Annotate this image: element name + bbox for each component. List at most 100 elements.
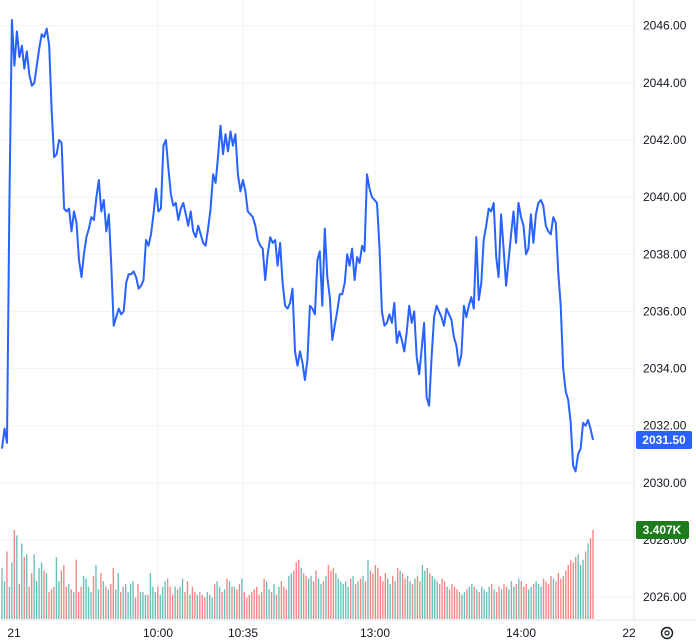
volume-bar (228, 581, 231, 619)
volume-bar (446, 586, 448, 619)
volume-bar (528, 589, 530, 619)
volume-bar (357, 581, 359, 619)
volume-bar (515, 583, 518, 619)
volume-bar (312, 581, 315, 619)
volume-bar (241, 578, 243, 619)
volume-bar (490, 583, 493, 619)
volume-bar (347, 586, 349, 619)
volume-bar (505, 586, 508, 619)
volume-bar (520, 581, 522, 619)
volume-bar (129, 583, 132, 619)
price-line-layer (1, 19, 594, 473)
volume-bar (112, 567, 114, 619)
volume-bar (174, 586, 176, 619)
volume-bar (362, 575, 364, 619)
volume-bar (488, 586, 490, 619)
volume-bar (592, 530, 594, 619)
volume-bar (226, 578, 228, 619)
x-tick-label: 14:00 (506, 626, 536, 640)
volume-bar (137, 583, 139, 619)
volume-bar (448, 589, 451, 619)
volume-bar (243, 592, 246, 619)
volume-bar (53, 586, 55, 619)
y-tick-label: 2040.00 (643, 190, 687, 204)
volume-bar (523, 586, 525, 619)
volume-bar (396, 567, 399, 619)
volume-bar (223, 589, 226, 619)
volume-bar (164, 581, 166, 619)
volume-bar (466, 589, 468, 619)
volume-bar (530, 586, 532, 619)
volume-bar (498, 586, 500, 619)
volume-bar (478, 592, 480, 619)
volume-bar (565, 570, 567, 619)
volume-bar (532, 583, 535, 619)
volume-bar (389, 583, 391, 619)
volume-bar (38, 567, 40, 619)
volume-bar (171, 594, 174, 619)
volume-bar (70, 589, 72, 619)
volume-bar (194, 592, 196, 619)
volume-bar (60, 570, 63, 619)
volume-bar (439, 583, 441, 619)
volume-bar (43, 570, 45, 619)
volume-bar (199, 592, 201, 619)
volume-bar (127, 592, 129, 619)
volume-bar (263, 578, 265, 619)
x-tick-label: 22 (622, 626, 636, 640)
volume-bar (134, 597, 137, 619)
volume-bar (16, 535, 18, 619)
y-tick-label: 2038.00 (643, 247, 687, 261)
volume-bar (555, 581, 557, 619)
volume-bar (552, 578, 555, 619)
volume-bar (473, 586, 475, 619)
volume-bar (139, 592, 142, 619)
volume-bar (80, 586, 82, 619)
volume-bar (589, 538, 592, 619)
volume-bar (540, 586, 542, 619)
time-axis[interactable]: 21 10:00 10:35 13:00 14:00 22 (7, 626, 636, 640)
volume-bar (560, 578, 562, 619)
volume-bar (233, 586, 236, 619)
volume-bar (221, 592, 223, 619)
volume-bar (320, 583, 322, 619)
volume-bar (307, 578, 310, 619)
volume-bar (154, 592, 156, 619)
volume-bar (149, 573, 152, 619)
settings-icon[interactable] (660, 626, 674, 640)
volume-bar (238, 583, 241, 619)
volume-bar (231, 586, 233, 619)
volume-bar (92, 575, 95, 619)
price-axis[interactable]: 2026.002028.002030.002032.002034.002036.… (643, 19, 687, 604)
volume-bar (537, 583, 540, 619)
volume-bar (293, 570, 295, 619)
volume-bar (550, 575, 552, 619)
volume-bar (186, 581, 189, 619)
volume-bar (246, 597, 248, 619)
volume-bar (3, 581, 6, 619)
volume-bar (374, 565, 377, 619)
volume-bar (270, 592, 273, 619)
y-tick-label: 2026.00 (643, 590, 687, 604)
volume-bar (105, 586, 107, 619)
volume-bar (28, 586, 30, 619)
volume-bar (213, 583, 216, 619)
volume-bar (419, 581, 421, 619)
volume-bar (364, 581, 367, 619)
volume-bar (82, 575, 85, 619)
volume-bar (451, 583, 453, 619)
volume-bar (236, 589, 238, 619)
volume-bar (45, 573, 48, 619)
volume-bar (542, 578, 545, 619)
volume-bar (579, 565, 582, 619)
volume-bar (90, 592, 92, 619)
volume-bar (298, 559, 300, 619)
volume-bar (35, 581, 38, 619)
volume-bar (404, 578, 406, 619)
volume-bar (201, 594, 203, 619)
volume-bar (557, 573, 560, 619)
volume-bar (500, 589, 503, 619)
volume-bar (401, 573, 404, 619)
volume-bar (394, 581, 396, 619)
volume-bar (352, 575, 354, 619)
